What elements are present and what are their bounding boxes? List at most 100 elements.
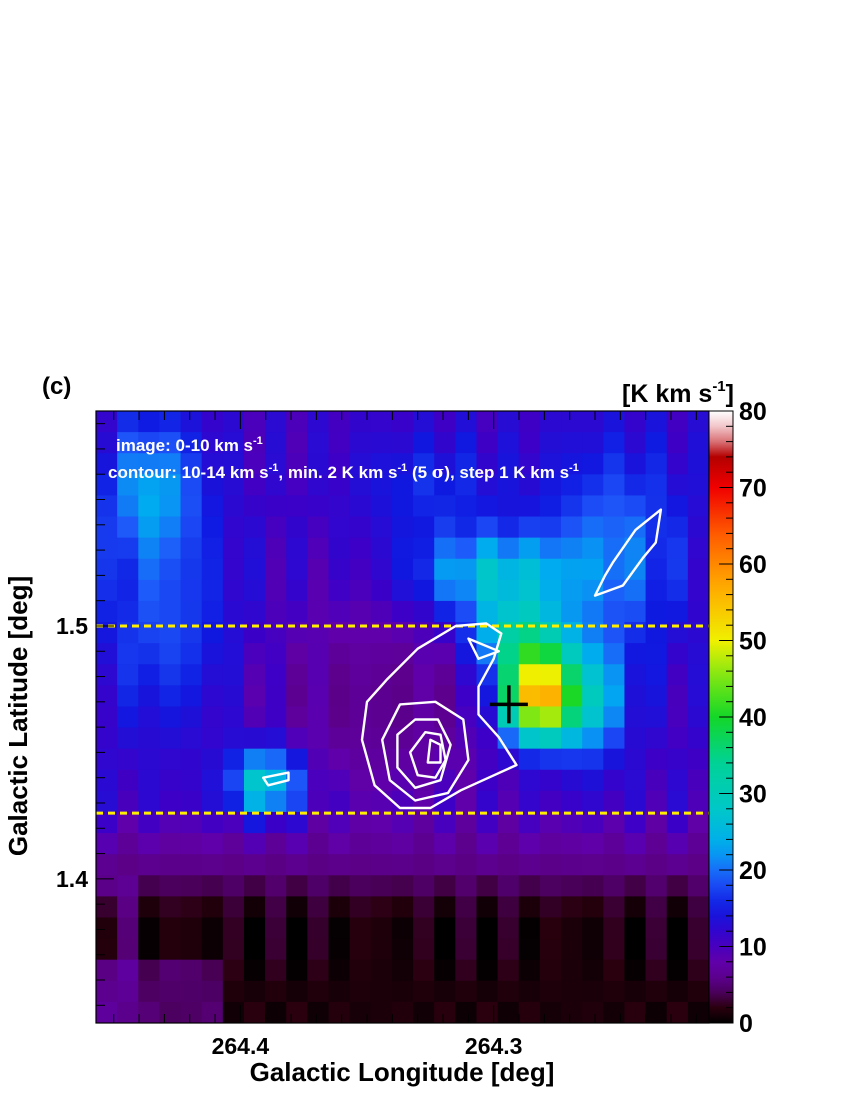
heatmap-cell <box>497 411 520 433</box>
heatmap-cell <box>582 558 604 581</box>
colorbar-tick-label: 20 <box>739 857 767 885</box>
heatmap-cell <box>518 833 541 855</box>
heatmap-cell <box>391 664 414 686</box>
heatmap-cell <box>455 474 478 497</box>
heatmap-cell <box>603 748 626 771</box>
heatmap-cell <box>666 811 689 834</box>
heatmap-cell <box>243 600 266 623</box>
heatmap-cell <box>582 833 604 855</box>
heatmap-cell <box>624 516 647 539</box>
heatmap-cell <box>138 474 161 497</box>
heatmap-cell <box>370 432 393 454</box>
heatmap-cell <box>455 1001 478 1023</box>
heatmap-cell <box>687 664 709 686</box>
heatmap-cell <box>497 1001 520 1023</box>
heatmap-cell <box>243 432 266 454</box>
heatmap-cell <box>328 664 351 686</box>
colorbar-unit: [K km s-1] <box>622 378 734 408</box>
heatmap-cell <box>96 411 118 433</box>
heatmap-cell <box>328 411 351 433</box>
heatmap-cell <box>518 875 541 897</box>
heatmap-cell <box>582 727 604 750</box>
heatmap-cell <box>328 959 351 982</box>
heatmap-cell <box>370 980 393 1003</box>
heatmap-cell <box>497 896 520 919</box>
heatmap-cell <box>180 495 203 518</box>
heatmap-cell <box>391 558 414 581</box>
heatmap-cell <box>117 769 139 792</box>
heatmap-cell <box>687 980 709 1003</box>
heatmap-cell <box>159 917 182 940</box>
heatmap-cell <box>539 600 562 623</box>
heatmap-cell <box>434 643 456 665</box>
heatmap-cell <box>180 769 203 792</box>
heatmap-cell <box>286 727 308 750</box>
heatmap-cell <box>180 896 203 919</box>
heatmap-cell <box>645 643 668 665</box>
axis-ticks: 264.4 264.3 1.4 1.5 <box>56 411 697 1059</box>
heatmap-cell <box>201 579 224 602</box>
heatmap-cell <box>687 516 709 539</box>
heatmap-cell <box>328 875 351 897</box>
heatmap-cell <box>243 411 266 433</box>
heatmap-cell <box>138 411 161 433</box>
heatmap-cell <box>666 516 689 539</box>
heatmap-cell <box>286 600 308 623</box>
heatmap-cell <box>603 980 626 1003</box>
heatmap-cell <box>518 854 541 876</box>
heatmap-cell <box>180 959 203 982</box>
heatmap-cell <box>243 706 266 729</box>
heatmap-cell <box>666 411 689 433</box>
heatmap-cell <box>434 959 456 982</box>
heatmap-cell <box>539 875 562 897</box>
heatmap-cell <box>413 453 435 475</box>
heatmap-cell <box>476 938 499 961</box>
heatmap-cell <box>476 600 499 623</box>
heatmap-cell <box>138 432 161 454</box>
heatmap-cell <box>370 854 393 876</box>
heatmap-cell <box>666 938 689 961</box>
heatmap-cell <box>265 643 287 665</box>
heatmap-cell <box>349 854 372 876</box>
heatmap-cell <box>539 706 562 729</box>
contour-line <box>408 731 447 779</box>
heatmap-cell <box>434 769 456 792</box>
heatmap-cell <box>476 685 499 708</box>
heatmap-cell <box>265 875 287 897</box>
heatmap-cell <box>603 453 626 475</box>
heatmap-cell <box>624 1001 647 1023</box>
heatmap-cell <box>138 833 161 855</box>
heatmap-cell <box>582 854 604 876</box>
heatmap-cell <box>455 790 478 813</box>
heatmap-cell <box>159 516 182 539</box>
heatmap-cell <box>434 811 456 834</box>
heatmap-cell <box>117 600 139 623</box>
heatmap-cell <box>201 875 224 897</box>
contour-line <box>593 508 663 597</box>
heatmap-cell <box>497 980 520 1003</box>
heatmap-cell <box>370 579 393 602</box>
heatmap-cell <box>455 748 478 771</box>
heatmap-cell <box>117 558 139 581</box>
heatmap-cell <box>434 579 456 602</box>
heatmap-cell <box>307 579 330 602</box>
heatmap-cell <box>687 622 709 644</box>
colorbar-tick-label: 10 <box>739 934 767 962</box>
heatmap-cell <box>582 706 604 729</box>
heatmap-cell <box>603 938 626 961</box>
heatmap-cell <box>434 875 456 897</box>
heatmap-cell <box>624 432 647 454</box>
heatmap-cell <box>518 706 541 729</box>
heatmap-cell <box>222 516 245 539</box>
heatmap-cell <box>286 875 308 897</box>
heatmap-cell <box>349 474 372 497</box>
heatmap-cell <box>96 917 118 940</box>
heatmap-cell <box>286 854 308 876</box>
heatmap-cell <box>455 875 478 897</box>
heatmap-cell <box>645 411 668 433</box>
heatmap-cell <box>434 558 456 581</box>
heatmap-cell <box>307 664 330 686</box>
heatmap-cell <box>582 600 604 623</box>
heatmap-cell <box>349 579 372 602</box>
heatmap-cell <box>349 516 372 539</box>
